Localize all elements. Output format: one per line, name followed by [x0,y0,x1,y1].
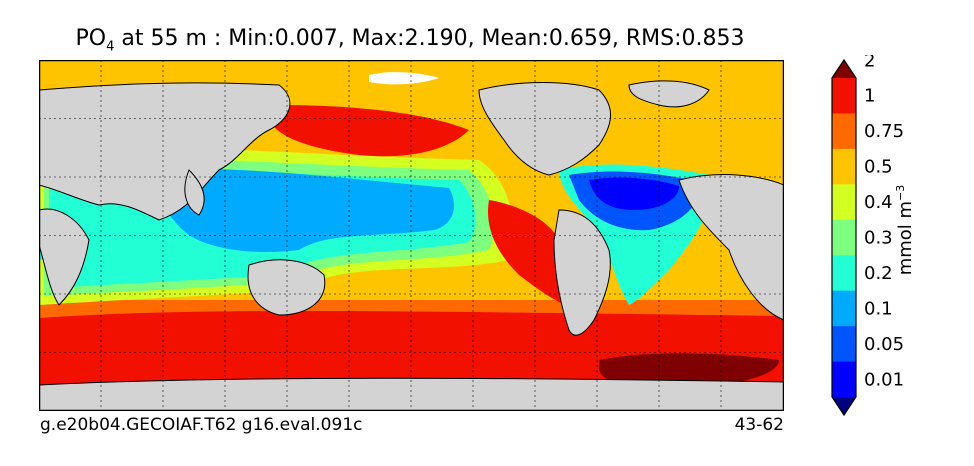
colorbar-segment [832,290,856,327]
north-pacific-high [269,105,469,157]
colorbar-outline [831,58,857,417]
colorbar-tick-label: 1 [864,86,875,107]
colorbar-labels: 0.01 0.05 0.1 0.2 0.3 0.4 0.5 0.75 1 2 [864,55,904,390]
colorbar-segment [832,361,856,398]
atlantic-band-001 [589,177,679,210]
land-india [184,169,205,216]
colorbar-segment [832,113,856,150]
graticule [39,60,784,411]
colorbar-segment [832,78,856,114]
land-australia [247,259,326,316]
colorbar-tick-label: 0.4 [864,192,893,213]
land-africa-west [678,174,784,321]
colorbar-extend-min [832,397,856,415]
colorbar: 0.01 0.05 0.1 0.2 0.3 0.4 0.5 0.75 1 2 [831,55,904,417]
map-border [39,60,784,411]
map-panel [39,60,784,411]
years-label: 43-62 [734,415,784,435]
colorbar-tick-label: 0.5 [864,157,893,178]
land-north-america [478,82,612,176]
colorbar-unit-label: mmol m−3 [894,185,916,276]
nodata-arctic [369,72,439,85]
colorbar-tick-label: 0.75 [864,121,904,142]
land-antarctica [39,377,784,411]
map-title: PO4 at 55 m : Min:0.007, Max:2.190, Mean… [0,26,820,54]
colorbar-segment [832,255,856,292]
land-africa-east [39,208,90,306]
colorbar-segment [832,326,856,363]
title-variable: PO [75,26,107,51]
pacific-band-01 [158,168,454,253]
colorbar-segment [832,184,856,221]
colorbar-segments [832,60,856,415]
unit-text: mmol m [895,200,916,276]
colorbar-extend-max [832,60,856,78]
land-greenland [628,80,710,108]
colorbar-tick-label: 0.2 [864,263,893,284]
colorbar-tick-label: 0.1 [864,298,893,319]
ocean-map [39,60,784,411]
unit-exponent: −3 [894,184,907,201]
land-masses [39,80,784,411]
colorbar-tick-label: 0.05 [864,334,904,355]
colorbar-segment [832,219,856,256]
land-eurasia [39,82,291,221]
colorbar-segment [832,148,856,185]
title-variable-subscript: 4 [106,39,115,55]
colorbar-tick-label: 0.3 [864,228,893,249]
colorbar-tick-label: 0.01 [864,369,904,390]
case-name-label: g.e20b04.GECOIAF.T62 g16.eval.091c [40,415,363,435]
land-south-america [553,209,611,336]
title-stats: at 55 m : Min:0.007, Max:2.190, Mean:0.6… [114,26,745,51]
colorbar-tick-label: 2 [864,55,875,71]
east-pacific-upwelling [488,200,579,310]
